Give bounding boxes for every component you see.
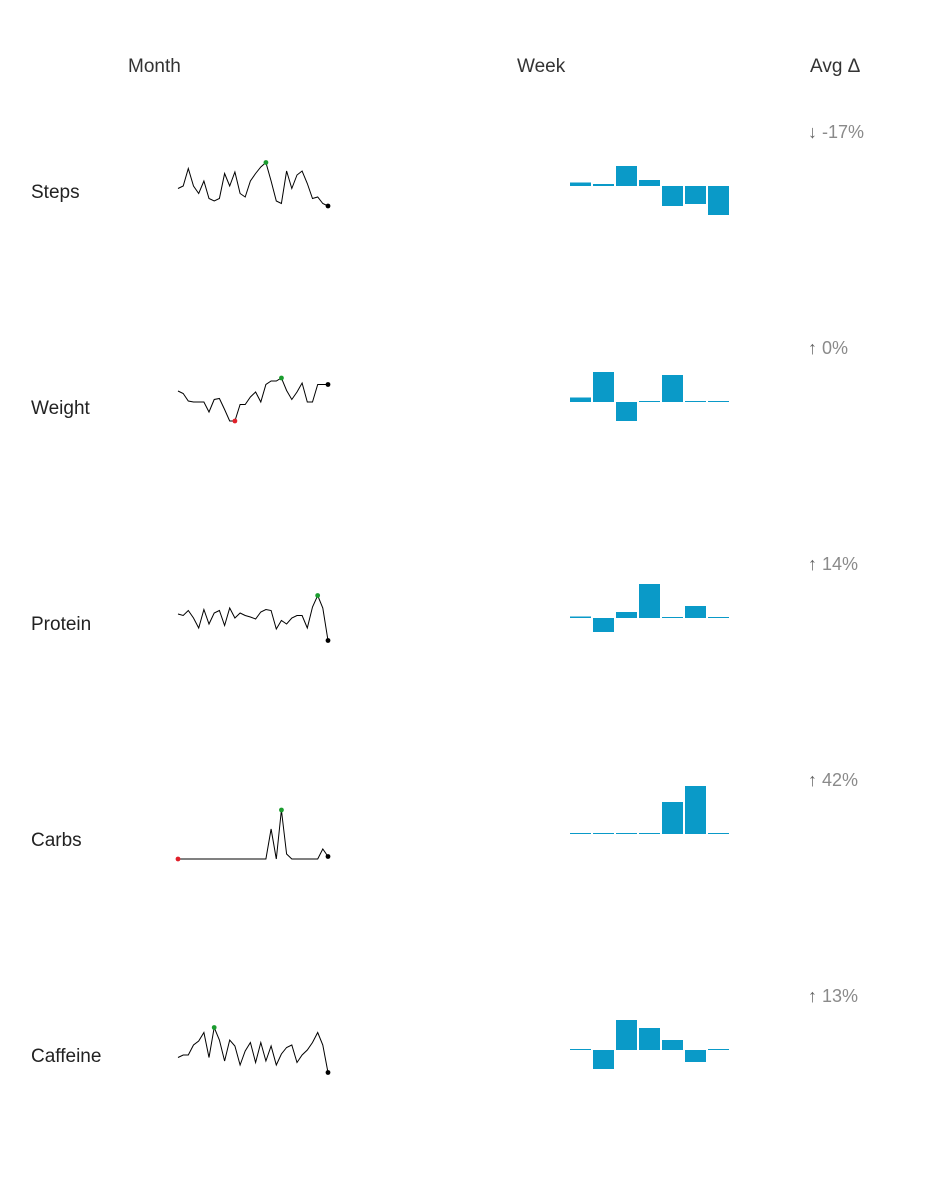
week-bar [708, 1049, 729, 1050]
week-bar [570, 182, 591, 186]
week-bar [616, 1020, 637, 1050]
week-bar [662, 1040, 683, 1050]
sparkline-path [177, 594, 329, 641]
week-bar [662, 375, 683, 402]
week-bar-chart [570, 372, 729, 421]
week-bar [639, 180, 660, 186]
week-bar-chart [570, 1020, 729, 1069]
row-weight: Weight ↑ 0% [0, 332, 945, 548]
week-bar [593, 184, 614, 186]
week-header: Week [517, 56, 566, 77]
week-bar-chart [570, 584, 729, 632]
week-bar [593, 372, 614, 402]
avg-delta-value: 0% [822, 338, 849, 358]
sparkline-path [177, 1025, 329, 1073]
min-point [175, 856, 181, 862]
week-bar [593, 618, 614, 632]
week-bar [639, 584, 660, 618]
arrow-up-icon: ↑ [808, 986, 823, 1006]
arrow-down-icon: ↓ [808, 122, 823, 142]
week-bar [685, 786, 706, 834]
row-carbs: Carbs ↑ 42% [0, 764, 945, 980]
week-bar [662, 802, 683, 834]
week-bar [685, 186, 706, 204]
metric-label: Weight [31, 398, 90, 419]
arrow-up-icon: ↑ [808, 338, 823, 358]
row-steps: Steps ↓ -17% [0, 116, 945, 332]
week-bar [570, 833, 591, 834]
week-bar [708, 401, 729, 402]
last-point [325, 203, 331, 209]
avg-delta-value: -17% [822, 122, 865, 142]
week-bar [593, 1050, 614, 1069]
week-bar [593, 833, 614, 834]
avg-delta: ↑ 14% [808, 554, 858, 575]
week-bar [662, 617, 683, 618]
metric-label: Caffeine [31, 1046, 102, 1067]
week-bar [570, 1049, 591, 1050]
avg-delta: ↑ 13% [808, 986, 858, 1007]
row-protein: Protein ↑ 14% [0, 548, 945, 764]
metric-label: Steps [31, 182, 80, 203]
avg-delta: ↓ -17% [808, 122, 864, 143]
last-point [325, 638, 331, 643]
avg-delta: ↑ 42% [808, 770, 858, 791]
avg-delta-value: 42% [822, 770, 859, 790]
month-header: Month [128, 56, 181, 77]
week-bar [639, 1028, 660, 1050]
sparkline-path [178, 809, 329, 860]
max-point [211, 1025, 217, 1030]
arrow-up-icon: ↑ [808, 770, 823, 790]
month-sparkline [175, 807, 331, 862]
month-sparkline [177, 593, 331, 643]
week-bar-chart [570, 166, 729, 215]
min-point [232, 418, 238, 424]
max-point [279, 375, 284, 381]
week-bar [685, 606, 706, 618]
last-point [325, 854, 331, 859]
avg-delta-value: 13% [822, 986, 859, 1006]
week-bar [708, 833, 729, 834]
arrow-up-icon: ↑ [808, 554, 823, 574]
week-bar [639, 401, 660, 402]
month-sparkline [177, 375, 331, 424]
week-bar [708, 186, 729, 215]
max-point [315, 593, 321, 598]
week-bar [570, 397, 591, 402]
last-point [325, 1070, 331, 1075]
week-bar [639, 833, 660, 834]
week-bar [616, 166, 637, 186]
max-point [263, 160, 269, 165]
month-sparkline [177, 160, 331, 209]
week-bar [662, 186, 683, 206]
week-bar [616, 402, 637, 421]
last-point [325, 382, 331, 387]
week-bar [685, 401, 706, 402]
week-bar-chart [570, 786, 729, 834]
week-bar [570, 616, 591, 618]
max-point [279, 807, 284, 813]
sparkline-path [177, 377, 328, 422]
week-bar [685, 1050, 706, 1062]
week-bar [616, 612, 637, 618]
week-bar [616, 833, 637, 834]
avg-delta-value: 14% [822, 554, 859, 574]
avg-delta: ↑ 0% [808, 338, 848, 359]
metric-label: Carbs [31, 830, 82, 851]
row-caffeine: Caffeine ↑ 13% [0, 980, 945, 1196]
metric-label: Protein [31, 614, 92, 635]
week-bar [708, 617, 729, 618]
sparkline-path [177, 161, 329, 207]
avg-delta-header: Avg Δ [810, 56, 861, 77]
month-sparkline [177, 1025, 331, 1075]
